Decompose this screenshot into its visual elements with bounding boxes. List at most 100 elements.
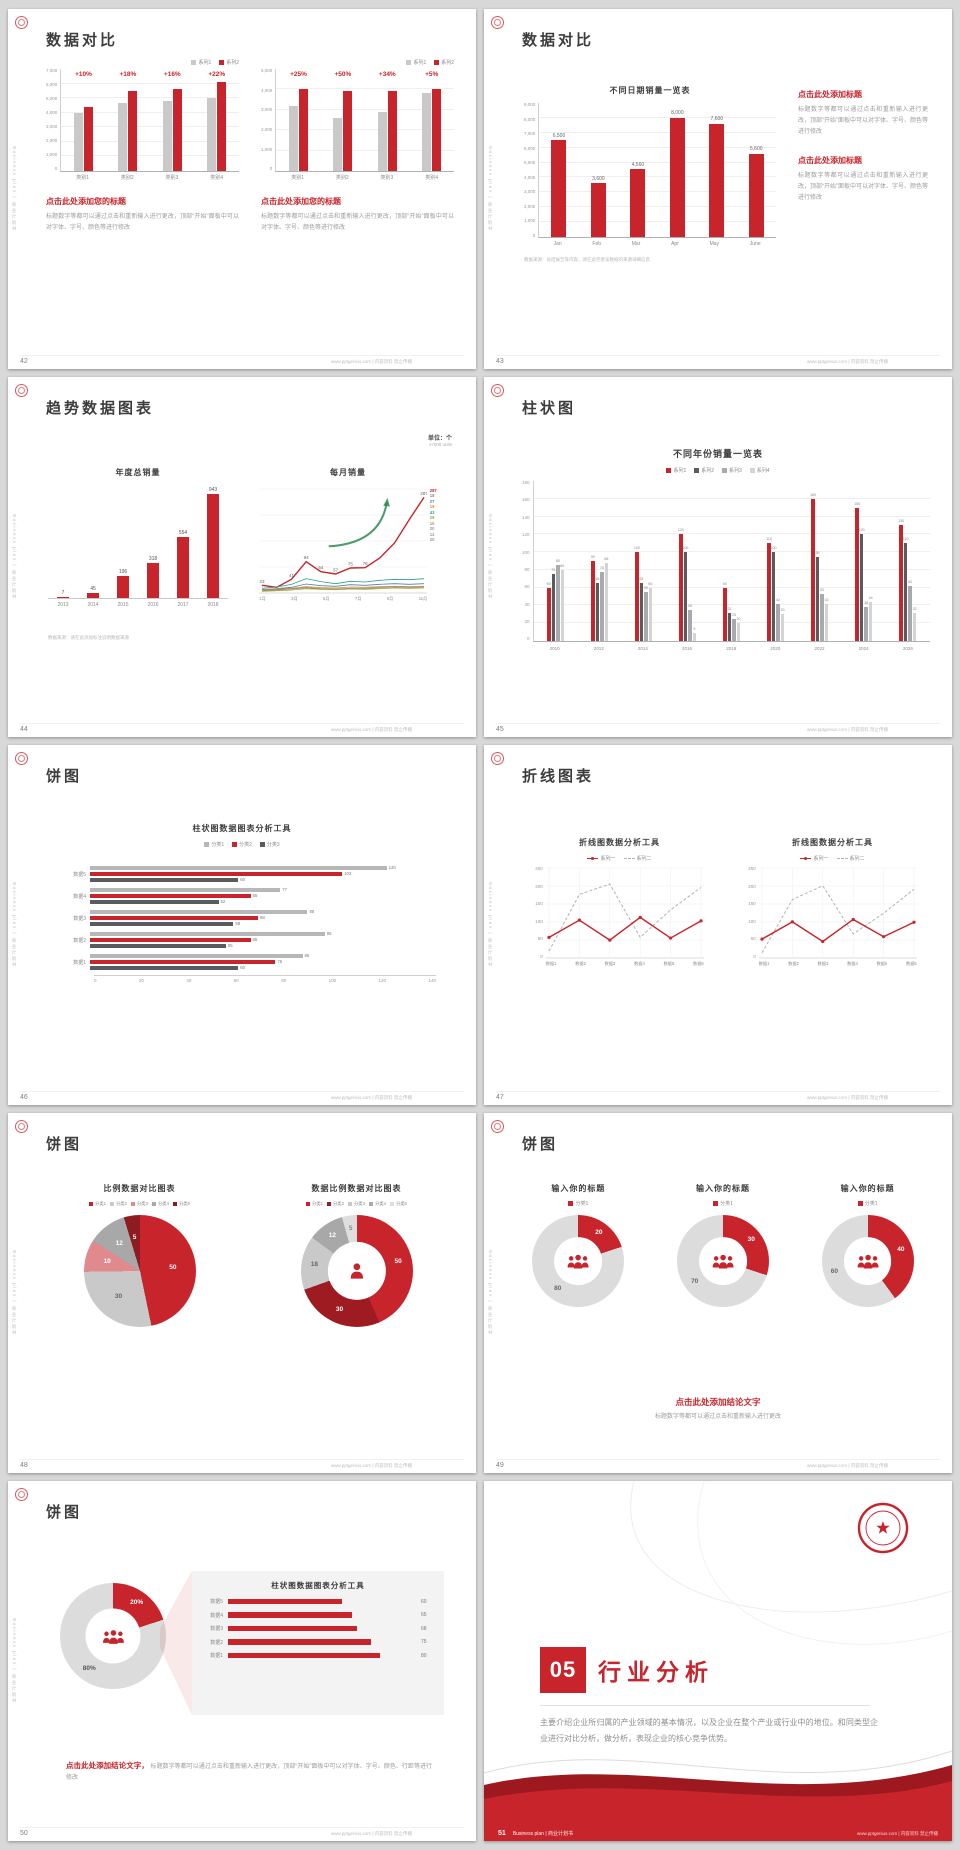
chart-block-right: 每月销量 23 41 94 64 57 75 76 287 1月 3月 5月 7月 9月 11月 287 18… bbox=[244, 467, 452, 602]
bar bbox=[90, 931, 325, 937]
pie-chart: 50 30 10 12 5 bbox=[44, 1215, 235, 1327]
bar bbox=[128, 90, 138, 171]
bar: 318 bbox=[147, 556, 159, 598]
x-tick-label: 2014 bbox=[637, 645, 648, 651]
end-label: 18 bbox=[429, 493, 435, 499]
slide-side-text: Business plan | 商业计划书 bbox=[488, 146, 493, 232]
point-label: 41 bbox=[289, 573, 295, 578]
y-tick-label: 200 bbox=[535, 883, 543, 889]
bar-group: +5% bbox=[422, 69, 442, 171]
x-tick-label: 1月 bbox=[259, 595, 266, 601]
slide-46[interactable]: Business plan | 商业计划书 饼图 柱状图数据图表分析工具 分类1… bbox=[8, 745, 476, 1105]
bar bbox=[298, 89, 308, 171]
y-axis-labels: 5,000 4,000 3,000 2,000 1,000 0 bbox=[261, 68, 275, 172]
slide-45[interactable]: Business plan | 商业计划书 柱状图 不同年份销量一览表 系列1 系… bbox=[484, 377, 952, 737]
y-tick-label: 50 bbox=[537, 936, 543, 941]
block-heading: 点击此处添加您的标题 bbox=[46, 197, 126, 206]
gridline bbox=[61, 140, 239, 142]
data-line bbox=[262, 585, 425, 591]
bar: 42 bbox=[776, 598, 780, 641]
legend-item: 分类4 bbox=[368, 1201, 386, 1207]
bar-track bbox=[228, 1625, 418, 1632]
bar-value-label: 75 bbox=[421, 1639, 427, 1645]
gridline bbox=[61, 97, 239, 99]
x-tick-label: Apr bbox=[671, 241, 679, 247]
bar-value-label: 38 bbox=[864, 601, 869, 606]
page-number: 48 bbox=[20, 1462, 28, 1469]
bar-row: 数据2 75 bbox=[206, 1639, 430, 1646]
legend-item: 系列一 bbox=[587, 855, 616, 862]
legend-label: 分类1 bbox=[95, 1201, 107, 1206]
y-tick-label: 0 bbox=[753, 953, 756, 959]
page-number: 49 bbox=[496, 1462, 504, 1469]
slide-footer: 45 www.pptgenius.com | 内容资料 禁止传播 bbox=[496, 723, 940, 733]
chart-legend: 系列1 系列2 bbox=[261, 59, 454, 66]
trend-arrow bbox=[328, 501, 388, 548]
bar-group: +10% bbox=[73, 69, 93, 171]
bar: 78 bbox=[600, 566, 604, 641]
legend-label: 分类5 bbox=[178, 1201, 190, 1206]
bar-track bbox=[228, 1598, 418, 1605]
bar bbox=[172, 89, 182, 171]
plot: 数据1 数据2 数据3 数据4 数据5 数据6 bbox=[545, 867, 704, 967]
slide-42[interactable]: Business plan | 商业计划书 数据对比 系列1 系列2 7,000 6… bbox=[8, 9, 476, 369]
bar-group: 554 bbox=[177, 488, 189, 598]
row-label: 数据5 bbox=[210, 1599, 223, 1605]
person-body bbox=[712, 1262, 720, 1268]
donut-hole bbox=[843, 1237, 892, 1285]
legend-item: 分类1 bbox=[306, 1201, 323, 1207]
legend-item: 分类1 bbox=[568, 1200, 588, 1207]
y-tick-label: 150 bbox=[748, 901, 756, 906]
slide-44[interactable]: Business plan | 商业计划书 趋势数据图表 单位：个 in'000… bbox=[8, 377, 476, 737]
x-tick-label: 数据5 bbox=[663, 960, 675, 966]
slide-49[interactable]: Business plan | 商业计划书 饼图 输入你的标题 分类1 20 80… bbox=[484, 1113, 952, 1473]
legend-label: 系列2 bbox=[226, 60, 239, 66]
bar: 38 bbox=[864, 602, 868, 641]
person-icon bbox=[350, 1263, 363, 1279]
bar-value-label: 60 bbox=[240, 964, 246, 970]
y-axis-labels: 9,000 8,000 7,000 6,000 5,000 4,000 3,000 2,000… bbox=[524, 102, 538, 238]
slide-50[interactable]: Business plan | 商业计划书 饼图 20% 80% 柱状图数据图表分… bbox=[8, 1481, 476, 1841]
legend-item: 系列2 bbox=[694, 467, 714, 474]
bar: 943 bbox=[207, 487, 219, 598]
chart-legend: 分类1 分类2 分类3 bbox=[8, 841, 476, 848]
y-tick-label: 2,000 bbox=[261, 127, 273, 133]
bar bbox=[90, 871, 343, 877]
slide-47[interactable]: Business plan | 商业计划书 折线图表 折线图数据分析工具 系列一… bbox=[484, 745, 952, 1105]
slide-side-text: Business plan | 商业计划书 bbox=[12, 146, 17, 232]
plot: +10% +18% +16% +22% 类别1 类别2 类别3 类别4 bbox=[60, 69, 239, 181]
legend-swatch bbox=[800, 857, 812, 860]
slide-51[interactable]: 05 行业分析 主要介绍企业所归属的产业领域的基本情况，以及企业在整个产业或行业… bbox=[484, 1481, 952, 1841]
legend-label: 系列二 bbox=[849, 856, 865, 862]
x-tick-label: 2026 bbox=[902, 645, 913, 651]
gridline bbox=[539, 176, 776, 178]
y-tick-label: 6,000 bbox=[524, 145, 536, 151]
slide-content: 比例数据对比图表 分类1 分类2 分类3 分类4 分类5 50 30 10 12 5 数据比例数… bbox=[44, 1183, 452, 1327]
slide-48[interactable]: Business plan | 商业计划书 饼图 比例数据对比图表 分类1 分类2… bbox=[8, 1113, 476, 1473]
legend-item: 分类2 bbox=[232, 841, 252, 848]
end-label: 20 bbox=[429, 526, 435, 532]
bar-value-label: 88 bbox=[604, 556, 609, 561]
x-tick-label: Feb bbox=[592, 241, 602, 247]
slide-title: 饼图 bbox=[46, 1504, 83, 1521]
x-tick-label: 100 bbox=[328, 977, 337, 983]
slide-43[interactable]: Business plan | 商业计划书 数据对比 不同日期销量一览表 9,0… bbox=[484, 9, 952, 369]
page-number: 43 bbox=[496, 358, 504, 365]
row-label: 数据4 bbox=[210, 1612, 223, 1619]
seal-star bbox=[876, 1521, 890, 1534]
chart-title: 输入你的标题 bbox=[551, 1184, 606, 1193]
bar: 95 bbox=[816, 551, 820, 641]
bar bbox=[90, 959, 276, 965]
row-label: 数据1 bbox=[210, 1653, 223, 1659]
horizontal-bar-chart: 数据5 120 102 60 数据4 77 65 52 数据3 88 68 58 数据2 95 65 55 数据… bbox=[66, 861, 436, 1019]
bar-value-label: 20 bbox=[736, 617, 741, 622]
seal-logo-icon bbox=[15, 1120, 28, 1133]
conclusion-block: 点击此处添加结论文字， 标题数字等都可以通过点击和重新输入进行更改，顶部“开始”… bbox=[66, 1759, 432, 1785]
x-tick-label: 2012 bbox=[593, 645, 604, 651]
bar: 32 bbox=[913, 607, 917, 641]
gridline bbox=[539, 161, 776, 163]
person-body bbox=[567, 1262, 575, 1268]
bar-line: 86 bbox=[90, 953, 436, 959]
growth-annotation: +50% bbox=[334, 71, 352, 78]
bar-value-label: 5,600 bbox=[749, 146, 763, 153]
